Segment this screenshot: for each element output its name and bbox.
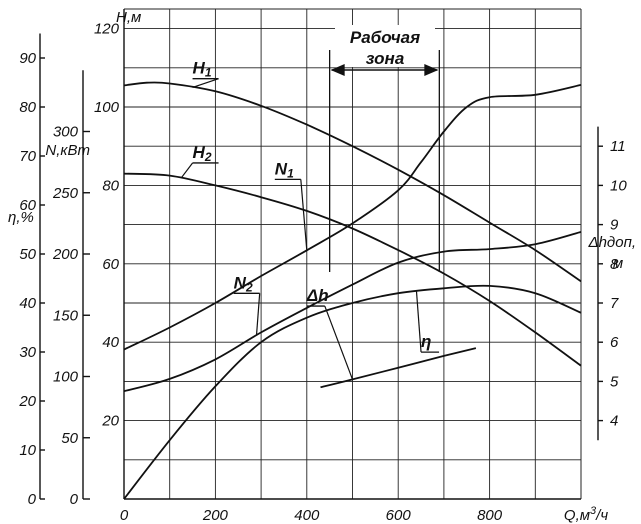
eta-axis-title: η,% — [8, 209, 34, 226]
series-label-leader — [300, 179, 308, 251]
eta-tick-label: 70 — [19, 148, 36, 165]
h-tick-label: 80 — [102, 177, 119, 194]
series-line-4 — [123, 284, 582, 500]
dh-tick-label: 7 — [610, 295, 619, 312]
h-tick-label: 20 — [101, 413, 119, 430]
eta-tick-label: 60 — [19, 197, 36, 214]
zone-title: Рабочая — [350, 28, 420, 47]
axes: 0 200 400 600 800 Q,м3/ч20406080100120Н,м0501… — [8, 9, 636, 524]
x-tick-label: 800 — [477, 507, 503, 524]
eta-tick-label: 10 — [19, 442, 36, 459]
zone-label-background — [335, 25, 435, 67]
zone-arrow-left-head — [330, 64, 345, 76]
dh-tick-label: 6 — [610, 334, 619, 351]
grid — [123, 8, 582, 499]
h-tick-label: 40 — [102, 334, 119, 351]
dh-axis-title: Δhдоп, — [588, 234, 636, 251]
labels: Н1 Н2 N1 N2 η Δh — [180, 59, 440, 380]
series-label-4: η — [421, 332, 431, 351]
eta-tick-label: 30 — [19, 344, 36, 361]
n-tick-label: 250 — [52, 185, 79, 202]
x-tick-label: 400 — [294, 507, 320, 524]
series-label-2: N1 — [275, 159, 294, 180]
x-tick-label: 0 — [120, 507, 129, 524]
h-tick-label: 100 — [94, 99, 120, 116]
eta-tick-label: 20 — [18, 393, 36, 410]
n-tick-label: 300 — [53, 124, 79, 141]
series-label-leader — [255, 293, 261, 336]
x-tick-label: 600 — [386, 507, 412, 524]
zone-subtitle: зона — [366, 49, 405, 68]
eta-tick-label: 90 — [19, 50, 36, 67]
dh-tick-label: 5 — [610, 373, 619, 390]
series-label-leader — [180, 162, 194, 179]
series-label-3: N2 — [234, 273, 253, 294]
eta-tick-label: 40 — [19, 295, 36, 312]
eta-tick-label: 80 — [19, 99, 36, 116]
n-tick-label: 50 — [61, 430, 78, 447]
h-axis-title: Н,м — [116, 9, 141, 26]
x-axis-title: Q,м3/ч — [564, 505, 608, 524]
eta-tick-label: 50 — [19, 246, 36, 263]
series-line-2 — [123, 84, 582, 351]
dh-tick-label: 11 — [610, 138, 626, 155]
h-tick-label: 60 — [102, 256, 119, 273]
series-label-leader — [415, 291, 422, 353]
dh-tick-label: 9 — [610, 217, 619, 234]
working-zone: Рабочая зона — [328, 25, 440, 272]
h-tick-label: 120 — [94, 21, 120, 38]
series-line-5 — [320, 347, 477, 389]
n-tick-label: 100 — [53, 369, 79, 386]
series-label-leader — [192, 78, 219, 88]
series-label-5: Δh — [306, 286, 329, 305]
n-tick-label: 200 — [52, 246, 79, 263]
n-axis-title: N,кВm — [45, 142, 90, 159]
x-tick-label: 200 — [202, 507, 229, 524]
dh-tick-label: 8 — [610, 256, 619, 273]
series-line-1 — [123, 172, 582, 367]
n-tick-label: 150 — [53, 307, 79, 324]
series-label-leader — [324, 305, 354, 380]
series-label-0: Н1 — [193, 59, 212, 80]
dh-tick-label: 4 — [610, 413, 618, 430]
eta-tick-label: 0 — [28, 491, 37, 508]
dh-axis-title-unit: м — [613, 255, 623, 272]
series-line-3 — [123, 231, 582, 393]
zone-arrow-right-head — [424, 64, 439, 76]
n-tick-label: 0 — [70, 491, 79, 508]
series-label-1: Н2 — [193, 143, 212, 164]
dh-tick-label: 10 — [610, 177, 627, 194]
